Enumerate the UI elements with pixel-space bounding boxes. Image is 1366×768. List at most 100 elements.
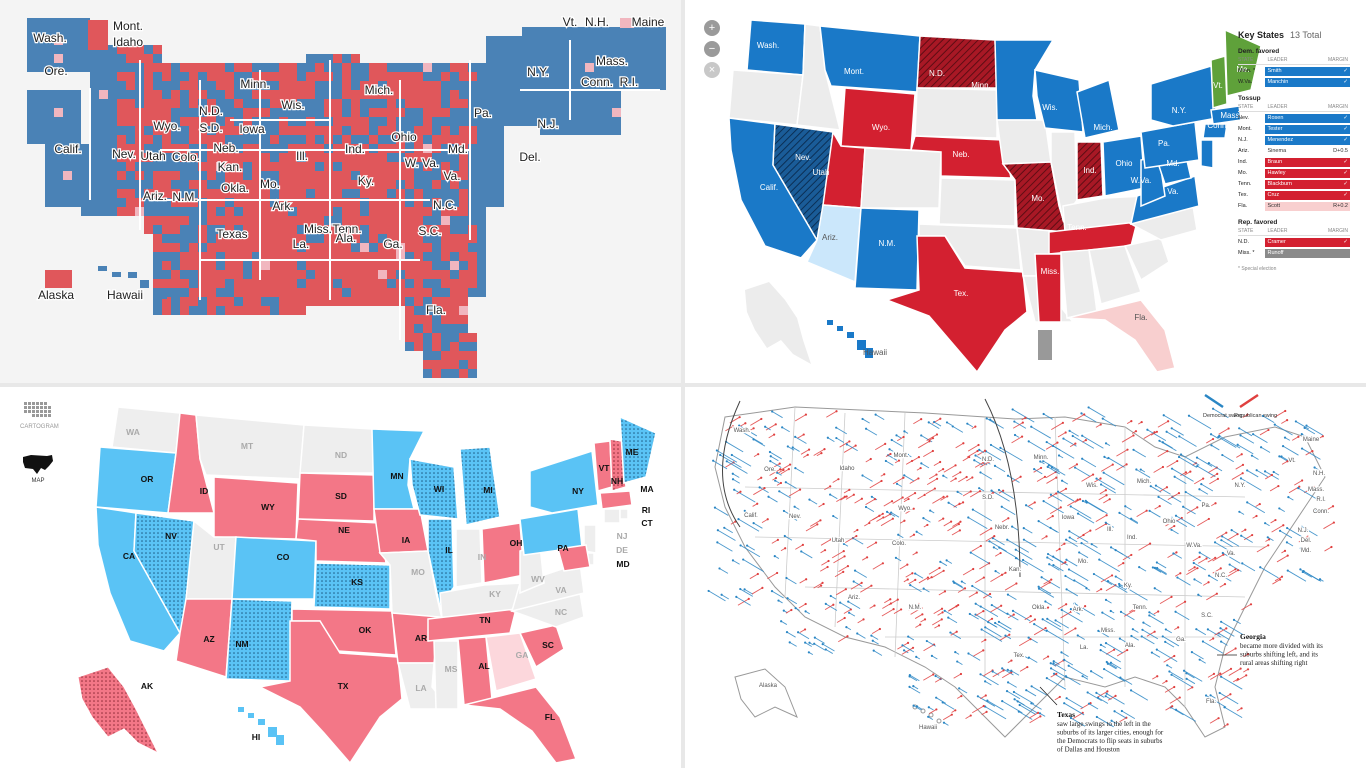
- state-me[interactable]: [619, 415, 657, 484]
- district-cell: [477, 198, 486, 207]
- state-hi-island[interactable]: [238, 707, 244, 712]
- state-sd[interactable]: [297, 472, 375, 522]
- state-va[interactable]: [510, 562, 585, 613]
- state-tex[interactable]: [884, 235, 1028, 374]
- alaska-outline: [734, 668, 798, 718]
- state-co[interactable]: [231, 536, 317, 600]
- district-cell: [162, 99, 171, 108]
- zoom-out-icon[interactable]: −: [704, 41, 720, 57]
- state-wis[interactable]: [1034, 69, 1084, 133]
- legend-rep-label: Republican swing: [1234, 413, 1277, 419]
- state-nm[interactable]: [854, 207, 920, 291]
- state-ariz[interactable]: [805, 204, 862, 284]
- state-ga[interactable]: [485, 632, 537, 692]
- state-ore[interactable]: [728, 69, 804, 126]
- district-cell: [126, 90, 135, 99]
- state-alaska[interactable]: [745, 282, 811, 364]
- state-hi-island[interactable]: [248, 713, 254, 718]
- district-cell: [117, 180, 126, 189]
- state-ny[interactable]: [529, 450, 599, 514]
- state-hawaii-island[interactable]: [837, 326, 843, 331]
- state-hi-island[interactable]: [268, 727, 277, 737]
- key-states-row[interactable]: N.D. Cramer ✓: [1238, 237, 1350, 247]
- state-in[interactable]: [455, 528, 483, 588]
- state-sc[interactable]: [518, 624, 565, 669]
- state-wa[interactable]: [111, 406, 181, 454]
- state-ks[interactable]: [313, 562, 391, 610]
- state-fla[interactable]: [1066, 299, 1176, 373]
- dem-swing-arrow: [787, 597, 798, 605]
- state-ga[interactable]: [1088, 245, 1142, 305]
- state-hawaii-island[interactable]: [827, 320, 833, 325]
- state-hi-island[interactable]: [276, 735, 284, 745]
- state-mass[interactable]: [1210, 105, 1242, 125]
- state-ak[interactable]: [77, 666, 160, 755]
- state-hawaii-island[interactable]: [865, 348, 873, 358]
- state-nj[interactable]: [1200, 139, 1214, 169]
- state-fl[interactable]: [463, 686, 578, 764]
- state-iowa[interactable]: [996, 119, 1052, 165]
- district-cell: [387, 279, 396, 288]
- state-ma[interactable]: [599, 490, 633, 510]
- state-md[interactable]: [557, 544, 591, 572]
- key-states-row[interactable]: W.Va. Manchin ✓: [1238, 77, 1350, 87]
- reset-zoom-icon[interactable]: ×: [704, 62, 720, 78]
- district-cell: [117, 117, 126, 126]
- state-colo[interactable]: [860, 147, 942, 209]
- dem-swing-arrow: [1007, 594, 1017, 600]
- state-miss[interactable]: [1034, 253, 1062, 323]
- state-or[interactable]: [95, 446, 177, 514]
- district-cell: [144, 144, 153, 153]
- state-sd[interactable]: [914, 87, 998, 139]
- key-states-row[interactable]: Minn. * Smith ✓: [1238, 66, 1350, 76]
- state-hawaii-island[interactable]: [847, 332, 854, 338]
- state-hi-island[interactable]: [258, 719, 265, 725]
- state-mi[interactable]: [459, 446, 501, 526]
- cartogram-toggle[interactable]: CARTOGRAM: [20, 400, 59, 430]
- state-al[interactable]: [457, 636, 493, 706]
- state-tx[interactable]: [257, 620, 403, 765]
- zoom-in-icon[interactable]: +: [704, 20, 720, 36]
- state-mt[interactable]: [195, 414, 305, 480]
- state-wyo[interactable]: [840, 87, 916, 151]
- district-cell: [468, 99, 477, 108]
- key-states-row[interactable]: Ind. Braun ✓: [1238, 157, 1350, 167]
- state-mont[interactable]: [819, 25, 921, 93]
- state-tn[interactable]: [427, 608, 517, 642]
- key-states-row[interactable]: Mont. Tester ✓: [1238, 124, 1350, 134]
- district-cell: [306, 117, 315, 126]
- state-az[interactable]: [175, 598, 233, 679]
- key-states-row[interactable]: Fla. Scott R+0.2: [1238, 201, 1350, 211]
- arrowhead: [1040, 576, 1043, 579]
- state-conn[interactable]: [1202, 123, 1228, 139]
- state-hawaii-island[interactable]: [857, 340, 866, 350]
- state-oh[interactable]: [481, 522, 525, 584]
- state-nj[interactable]: [583, 524, 597, 554]
- rep-swing-arrow: [821, 560, 829, 566]
- state-va[interactable]: [1130, 174, 1200, 226]
- state-mich[interactable]: [1076, 78, 1120, 139]
- state-ct[interactable]: [603, 508, 621, 524]
- state-vt[interactable]: [1210, 55, 1228, 109]
- state-ny[interactable]: [1150, 65, 1218, 127]
- state-ri[interactable]: [619, 508, 629, 520]
- map-toggle[interactable]: MAP: [20, 452, 56, 484]
- state-sc[interactable]: [1123, 237, 1170, 282]
- key-states-row[interactable]: Miss. * Runoff: [1238, 248, 1350, 258]
- state-ms[interactable]: [433, 640, 459, 710]
- state-label: AR: [415, 633, 427, 643]
- key-states-row[interactable]: Ariz. Sinema D+0.5: [1238, 146, 1350, 156]
- state-ind[interactable]: [1076, 141, 1104, 201]
- key-states-row[interactable]: Tex. Cruz ✓: [1238, 190, 1350, 200]
- state-wi[interactable]: [409, 458, 459, 520]
- state-nd[interactable]: [299, 424, 375, 474]
- state-me[interactable]: [1224, 28, 1262, 97]
- district-cell: [198, 180, 207, 189]
- state-kan[interactable]: [938, 177, 1016, 227]
- key-states-row[interactable]: Nev. Rosen ✓: [1238, 113, 1350, 123]
- key-states-row[interactable]: N.J. Menendez ✓: [1238, 135, 1350, 145]
- key-states-row[interactable]: Tenn. Blackburn ✓: [1238, 179, 1350, 189]
- arrowhead: [845, 443, 848, 446]
- state-wy[interactable]: [213, 476, 299, 540]
- key-states-row[interactable]: Mo. Hawley ✓: [1238, 168, 1350, 178]
